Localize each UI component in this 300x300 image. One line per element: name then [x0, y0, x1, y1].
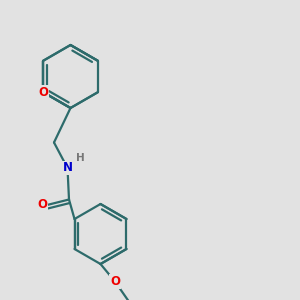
- Text: O: O: [37, 198, 47, 212]
- Text: H: H: [76, 153, 85, 164]
- Text: O: O: [38, 86, 48, 99]
- Text: O: O: [110, 275, 120, 288]
- Text: N: N: [62, 161, 73, 175]
